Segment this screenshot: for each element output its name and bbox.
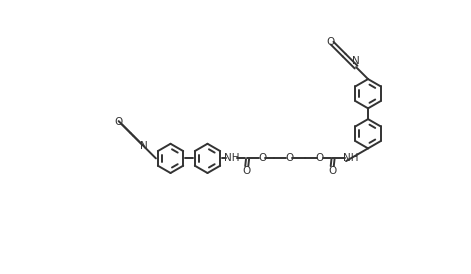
Text: NH: NH (224, 153, 239, 163)
Text: N: N (140, 141, 148, 151)
Text: O: O (285, 153, 293, 163)
Text: O: O (243, 166, 251, 176)
Text: NH: NH (343, 153, 358, 163)
Text: O: O (114, 117, 122, 127)
Text: N: N (352, 56, 360, 66)
Text: O: O (328, 166, 336, 176)
Text: O: O (326, 37, 335, 47)
Text: O: O (316, 153, 324, 163)
Text: O: O (258, 153, 266, 163)
